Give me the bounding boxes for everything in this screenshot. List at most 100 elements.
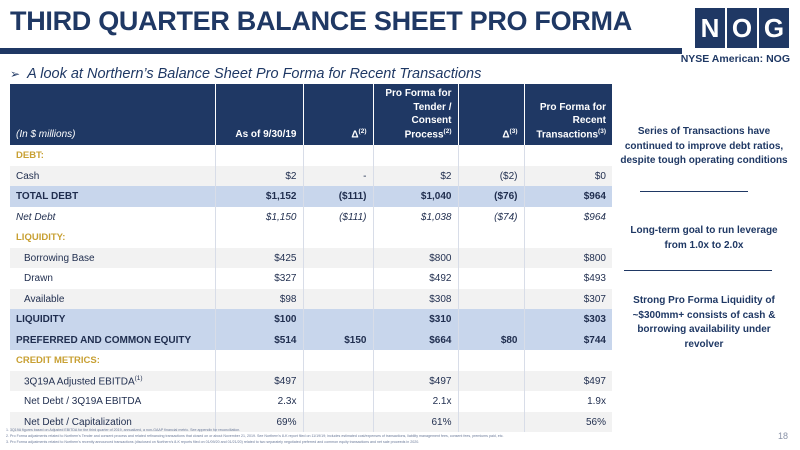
table-row: Cash $2- $2 ($2) $0 [10, 165, 612, 187]
table-cell: $2 [215, 165, 304, 187]
table-cell [303, 247, 374, 269]
table-cell [303, 370, 374, 392]
row-label: Available [10, 288, 216, 310]
table-cell: 2.1x [373, 391, 459, 412]
header-units: (In $ millions) [10, 84, 216, 146]
table-cell: $964 [524, 206, 612, 228]
table-row: Net Debt $1,150 ($111) $1,038 ($74) $964 [10, 206, 612, 228]
table-cell [458, 268, 525, 289]
page-title: THIRD QUARTER BALANCE SHEET PRO FORMA [10, 6, 632, 36]
title-underline [0, 48, 682, 54]
table-cell: 2.3x [215, 391, 304, 412]
table-cell: $497 [215, 370, 304, 392]
table-cell: $800 [373, 247, 459, 269]
table-row: LIQUIDITY $100 $310 $303 [10, 309, 612, 330]
table-row: 3Q19A Adjusted EBITDA(1) $497 $497 $497 [10, 370, 612, 392]
row-label: Net Debt / Capitalization [10, 411, 216, 433]
sidebar-note-leverage-goal: Long-term goal to run leverage from 1.0x… [630, 225, 778, 251]
table-cell [303, 145, 374, 166]
table-cell: 61% [373, 411, 459, 433]
table-cell [458, 350, 525, 371]
row-label: LIQUIDITY: [10, 227, 216, 248]
footnotes: 1. 3Q19A figures based on Adjusted EBITD… [6, 427, 706, 445]
table-row: Net Debt / 3Q19A EBITDA 2.3x 2.1x 1.9x [10, 391, 612, 412]
table-cell: $1,038 [373, 206, 459, 228]
table-cell [215, 350, 304, 371]
table-section-row: LIQUIDITY: [10, 227, 612, 248]
table-row: Drawn $327 $492 $493 [10, 268, 612, 289]
logo-letter-g: G [759, 8, 789, 48]
logo-letter-o: O [727, 8, 757, 48]
row-label: DEBT: [10, 145, 216, 166]
table-cell: ($111) [303, 206, 374, 228]
table-cell [303, 350, 374, 371]
table-cell: $664 [373, 329, 459, 351]
table-cell [458, 391, 525, 412]
row-label: LIQUIDITY [10, 309, 216, 330]
table-cell: $744 [524, 329, 612, 351]
table-cell [458, 411, 525, 433]
balance-sheet-table: (In $ millions) As of 9/30/19 Δ(2) Pro F… [10, 84, 612, 433]
subtitle-text: A look at Northern’s Balance Sheet Pro F… [27, 66, 482, 82]
table-cell: $497 [524, 370, 612, 392]
table-cell [458, 247, 525, 269]
table-cell: $100 [215, 309, 304, 330]
table-cell: $307 [524, 288, 612, 310]
header-as-of: As of 9/30/19 [215, 84, 304, 146]
row-label: Cash [10, 165, 216, 187]
header-pro-forma-tender: Pro Forma for Tender / Consent Process(2… [373, 84, 459, 146]
table-cell [524, 145, 612, 166]
table-cell: $303 [524, 309, 612, 330]
footnote-1: 1. 3Q19A figures based on Adjusted EBITD… [6, 428, 241, 432]
row-label: Borrowing Base [10, 247, 216, 269]
table-cell: $497 [373, 370, 459, 392]
table-cell [303, 411, 374, 433]
table-row: Borrowing Base $425 $800 $800 [10, 247, 612, 269]
exchange-listing: NYSE American: NOG [680, 53, 790, 65]
table-header-row: (In $ millions) As of 9/30/19 Δ(2) Pro F… [10, 84, 612, 146]
table-row: PREFERRED AND COMMON EQUITY $514 $150 $664 $… [10, 329, 612, 351]
table-cell: $492 [373, 268, 459, 289]
table-cell: 1.9x [524, 391, 612, 412]
table-cell [458, 288, 525, 310]
table-cell: $150 [303, 329, 374, 351]
table-cell [373, 227, 459, 248]
row-label: TOTAL DEBT [10, 186, 216, 207]
row-label: CREDIT METRICS: [10, 350, 216, 371]
table-cell: $1,150 [215, 206, 304, 228]
table-cell: - [303, 165, 374, 187]
sidebar-divider-1 [640, 191, 748, 192]
table-cell [524, 227, 612, 248]
table-section-row: DEBT: [10, 145, 612, 166]
header-delta-2: Δ(2) [303, 84, 374, 146]
table-cell [303, 309, 374, 330]
table-cell [458, 145, 525, 166]
table-cell: $1,152 [215, 186, 304, 207]
page-number: 18 [777, 431, 788, 441]
table-cell: ($74) [458, 206, 525, 228]
table-cell [303, 288, 374, 310]
table-cell: $493 [524, 268, 612, 289]
row-label: PREFERRED AND COMMON EQUITY [10, 329, 216, 351]
table-cell: $800 [524, 247, 612, 269]
table-cell [458, 309, 525, 330]
sidebar-note-liquidity: Strong Pro Forma Liquidity of ~$300mm+ c… [632, 295, 776, 350]
table-cell: $2 [373, 165, 459, 187]
table-cell: $425 [215, 247, 304, 269]
table-cell: $327 [215, 268, 304, 289]
row-label: Net Debt [10, 206, 216, 228]
table-cell [215, 227, 304, 248]
header-delta-3: Δ(3) [458, 84, 525, 146]
logo-letter-n: N [695, 8, 725, 48]
table-cell: $1,040 [373, 186, 459, 207]
table-cell: $80 [458, 329, 525, 351]
nog-logo: N O G [695, 8, 789, 48]
table-cell [458, 227, 525, 248]
row-label: 3Q19A Adjusted EBITDA(1) [10, 370, 216, 392]
arrow-bullet-icon: ➢ [10, 67, 21, 81]
table-cell [524, 350, 612, 371]
footnote-3: 3. Pro Forma adjustments related to Nort… [6, 440, 420, 445]
header-pro-forma-recent: Pro Forma for Recent Transactions(3) [524, 84, 612, 146]
table-cell: $514 [215, 329, 304, 351]
table-cell: $0 [524, 165, 612, 187]
